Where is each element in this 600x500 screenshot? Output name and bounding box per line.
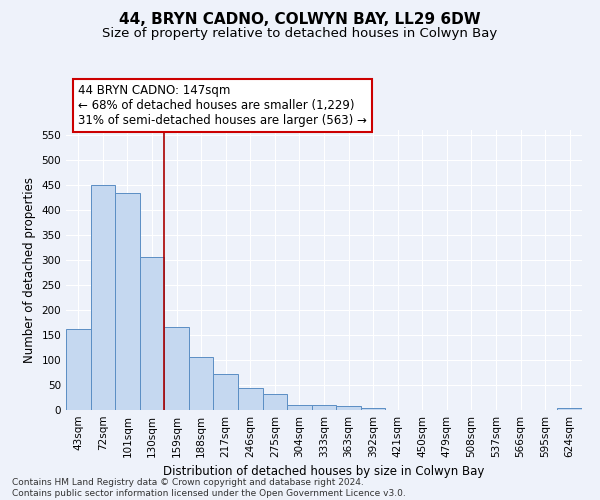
- Bar: [287, 404, 312, 410]
- Bar: [189, 357, 214, 410]
- Bar: [140, 256, 164, 410]
- Bar: [557, 408, 582, 410]
- Text: 44 BRYN CADNO: 147sqm
← 68% of detached houses are smaller (1,229)
31% of semi-d: 44 BRYN CADNO: 147sqm ← 68% of detached …: [78, 84, 367, 127]
- Bar: [214, 374, 238, 410]
- Bar: [263, 394, 287, 410]
- Bar: [312, 404, 336, 410]
- Bar: [164, 327, 189, 410]
- Bar: [361, 408, 385, 410]
- Bar: [91, 185, 115, 410]
- Text: 44, BRYN CADNO, COLWYN BAY, LL29 6DW: 44, BRYN CADNO, COLWYN BAY, LL29 6DW: [119, 12, 481, 28]
- X-axis label: Distribution of detached houses by size in Colwyn Bay: Distribution of detached houses by size …: [163, 466, 485, 478]
- Bar: [66, 328, 91, 410]
- Text: Contains HM Land Registry data © Crown copyright and database right 2024.
Contai: Contains HM Land Registry data © Crown c…: [12, 478, 406, 498]
- Bar: [115, 192, 140, 410]
- Y-axis label: Number of detached properties: Number of detached properties: [23, 177, 36, 363]
- Bar: [336, 406, 361, 410]
- Bar: [238, 388, 263, 410]
- Text: Size of property relative to detached houses in Colwyn Bay: Size of property relative to detached ho…: [103, 28, 497, 40]
